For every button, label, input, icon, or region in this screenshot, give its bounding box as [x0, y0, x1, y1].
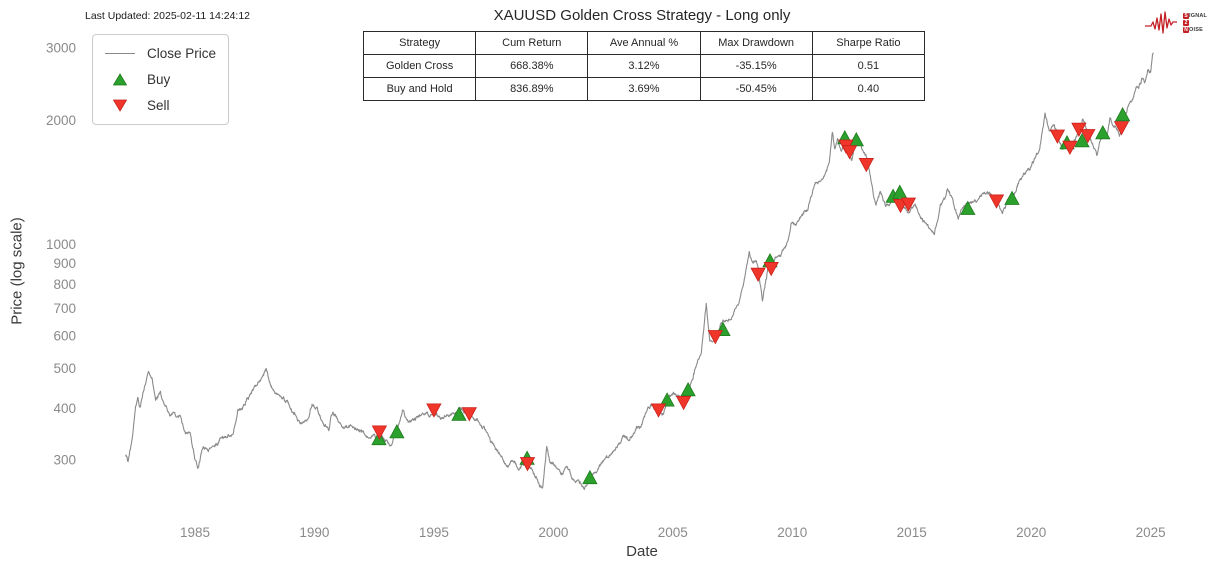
svg-text:400: 400	[53, 401, 76, 416]
logo-badge-n: N	[1183, 27, 1189, 33]
logo-row-2: 2	[1183, 20, 1207, 27]
cell: Golden Cross	[362, 54, 477, 78]
signal2noise-logo: S IGNAL 2 N OISE	[1144, 4, 1210, 42]
sell-triangle-icon	[99, 99, 141, 112]
cell: 3.69%	[587, 77, 701, 101]
cell: Buy and Hold	[362, 77, 477, 101]
svg-text:2025: 2025	[1136, 525, 1166, 540]
svg-text:2000: 2000	[538, 525, 568, 540]
signal-waveform-icon	[1145, 11, 1177, 34]
buy-triangle-icon	[99, 72, 141, 86]
logo-row-signal: S IGNAL	[1183, 13, 1207, 20]
col-ave-annual: Ave Annual %	[587, 31, 701, 55]
stats-row-golden-cross: Golden Cross 668.38% 3.12% -35.15% 0.51	[362, 54, 926, 78]
close-price-line-icon	[99, 52, 141, 54]
chart-legend: Close Price Buy Sell	[92, 34, 230, 125]
svg-text:900: 900	[53, 256, 76, 271]
svg-text:2005: 2005	[658, 525, 688, 540]
legend-item-buy: Buy	[99, 66, 216, 92]
svg-text:2020: 2020	[1016, 525, 1046, 540]
logo-badge-s: S	[1183, 13, 1189, 19]
col-sharpe-ratio: Sharpe Ratio	[811, 31, 926, 55]
col-strategy: Strategy	[362, 31, 477, 55]
svg-text:2010: 2010	[777, 525, 807, 540]
stats-row-buy-and-hold: Buy and Hold 836.89% 3.69% -50.45% 0.40	[362, 77, 926, 101]
stats-header-row: Strategy Cum Return Ave Annual % Max Dra…	[362, 31, 926, 55]
svg-text:800: 800	[53, 277, 76, 292]
cell: -50.45%	[699, 77, 813, 101]
buy-sell-markers	[371, 106, 1131, 485]
chart-title: XAUUSD Golden Cross Strategy - Long only	[493, 7, 791, 24]
svg-text:2015: 2015	[897, 525, 927, 540]
legend-label: Sell	[147, 97, 170, 113]
logo-rest-ignal: IGNAL	[1189, 13, 1208, 19]
legend-item-close-price: Close Price	[99, 40, 216, 66]
svg-text:1000: 1000	[46, 237, 76, 252]
strategy-stats-table: Strategy Cum Return Ave Annual % Max Dra…	[362, 31, 926, 101]
x-axis-label: Date	[626, 543, 658, 560]
cell: 0.40	[811, 77, 926, 101]
svg-text:700: 700	[53, 301, 76, 316]
svg-text:3000: 3000	[46, 41, 76, 56]
logo-badge-2: 2	[1183, 20, 1189, 26]
close-price-line	[125, 52, 1154, 490]
col-max-drawdown: Max Drawdown	[699, 31, 813, 55]
svg-text:1985: 1985	[180, 525, 210, 540]
logo-rest-oise: OISE	[1189, 27, 1203, 33]
cell: -35.15%	[699, 54, 813, 78]
svg-text:300: 300	[53, 453, 76, 468]
logo-text: S IGNAL 2 N OISE	[1183, 13, 1207, 34]
svg-text:1995: 1995	[419, 525, 449, 540]
cell: 0.51	[811, 54, 926, 78]
legend-label: Buy	[147, 71, 171, 87]
logo-row-noise: N OISE	[1183, 27, 1207, 34]
col-cum-return: Cum Return	[475, 31, 589, 55]
legend-item-sell: Sell	[99, 92, 216, 118]
axis-tick-labels: 1985 1990 1995 2000 2005 2010 2015 2020 2025 300 4…	[46, 41, 1166, 541]
svg-text:600: 600	[53, 329, 76, 344]
svg-text:1990: 1990	[299, 525, 329, 540]
last-updated-text: Last Updated: 2025-02-11 14:24:12	[85, 10, 251, 22]
y-axis-label: Price (log scale)	[8, 217, 26, 325]
cell: 668.38%	[475, 54, 589, 78]
svg-text:500: 500	[53, 361, 76, 376]
cell: 836.89%	[475, 77, 589, 101]
legend-label: Close Price	[147, 45, 217, 61]
svg-text:2000: 2000	[46, 113, 76, 128]
cell: 3.12%	[587, 54, 701, 78]
